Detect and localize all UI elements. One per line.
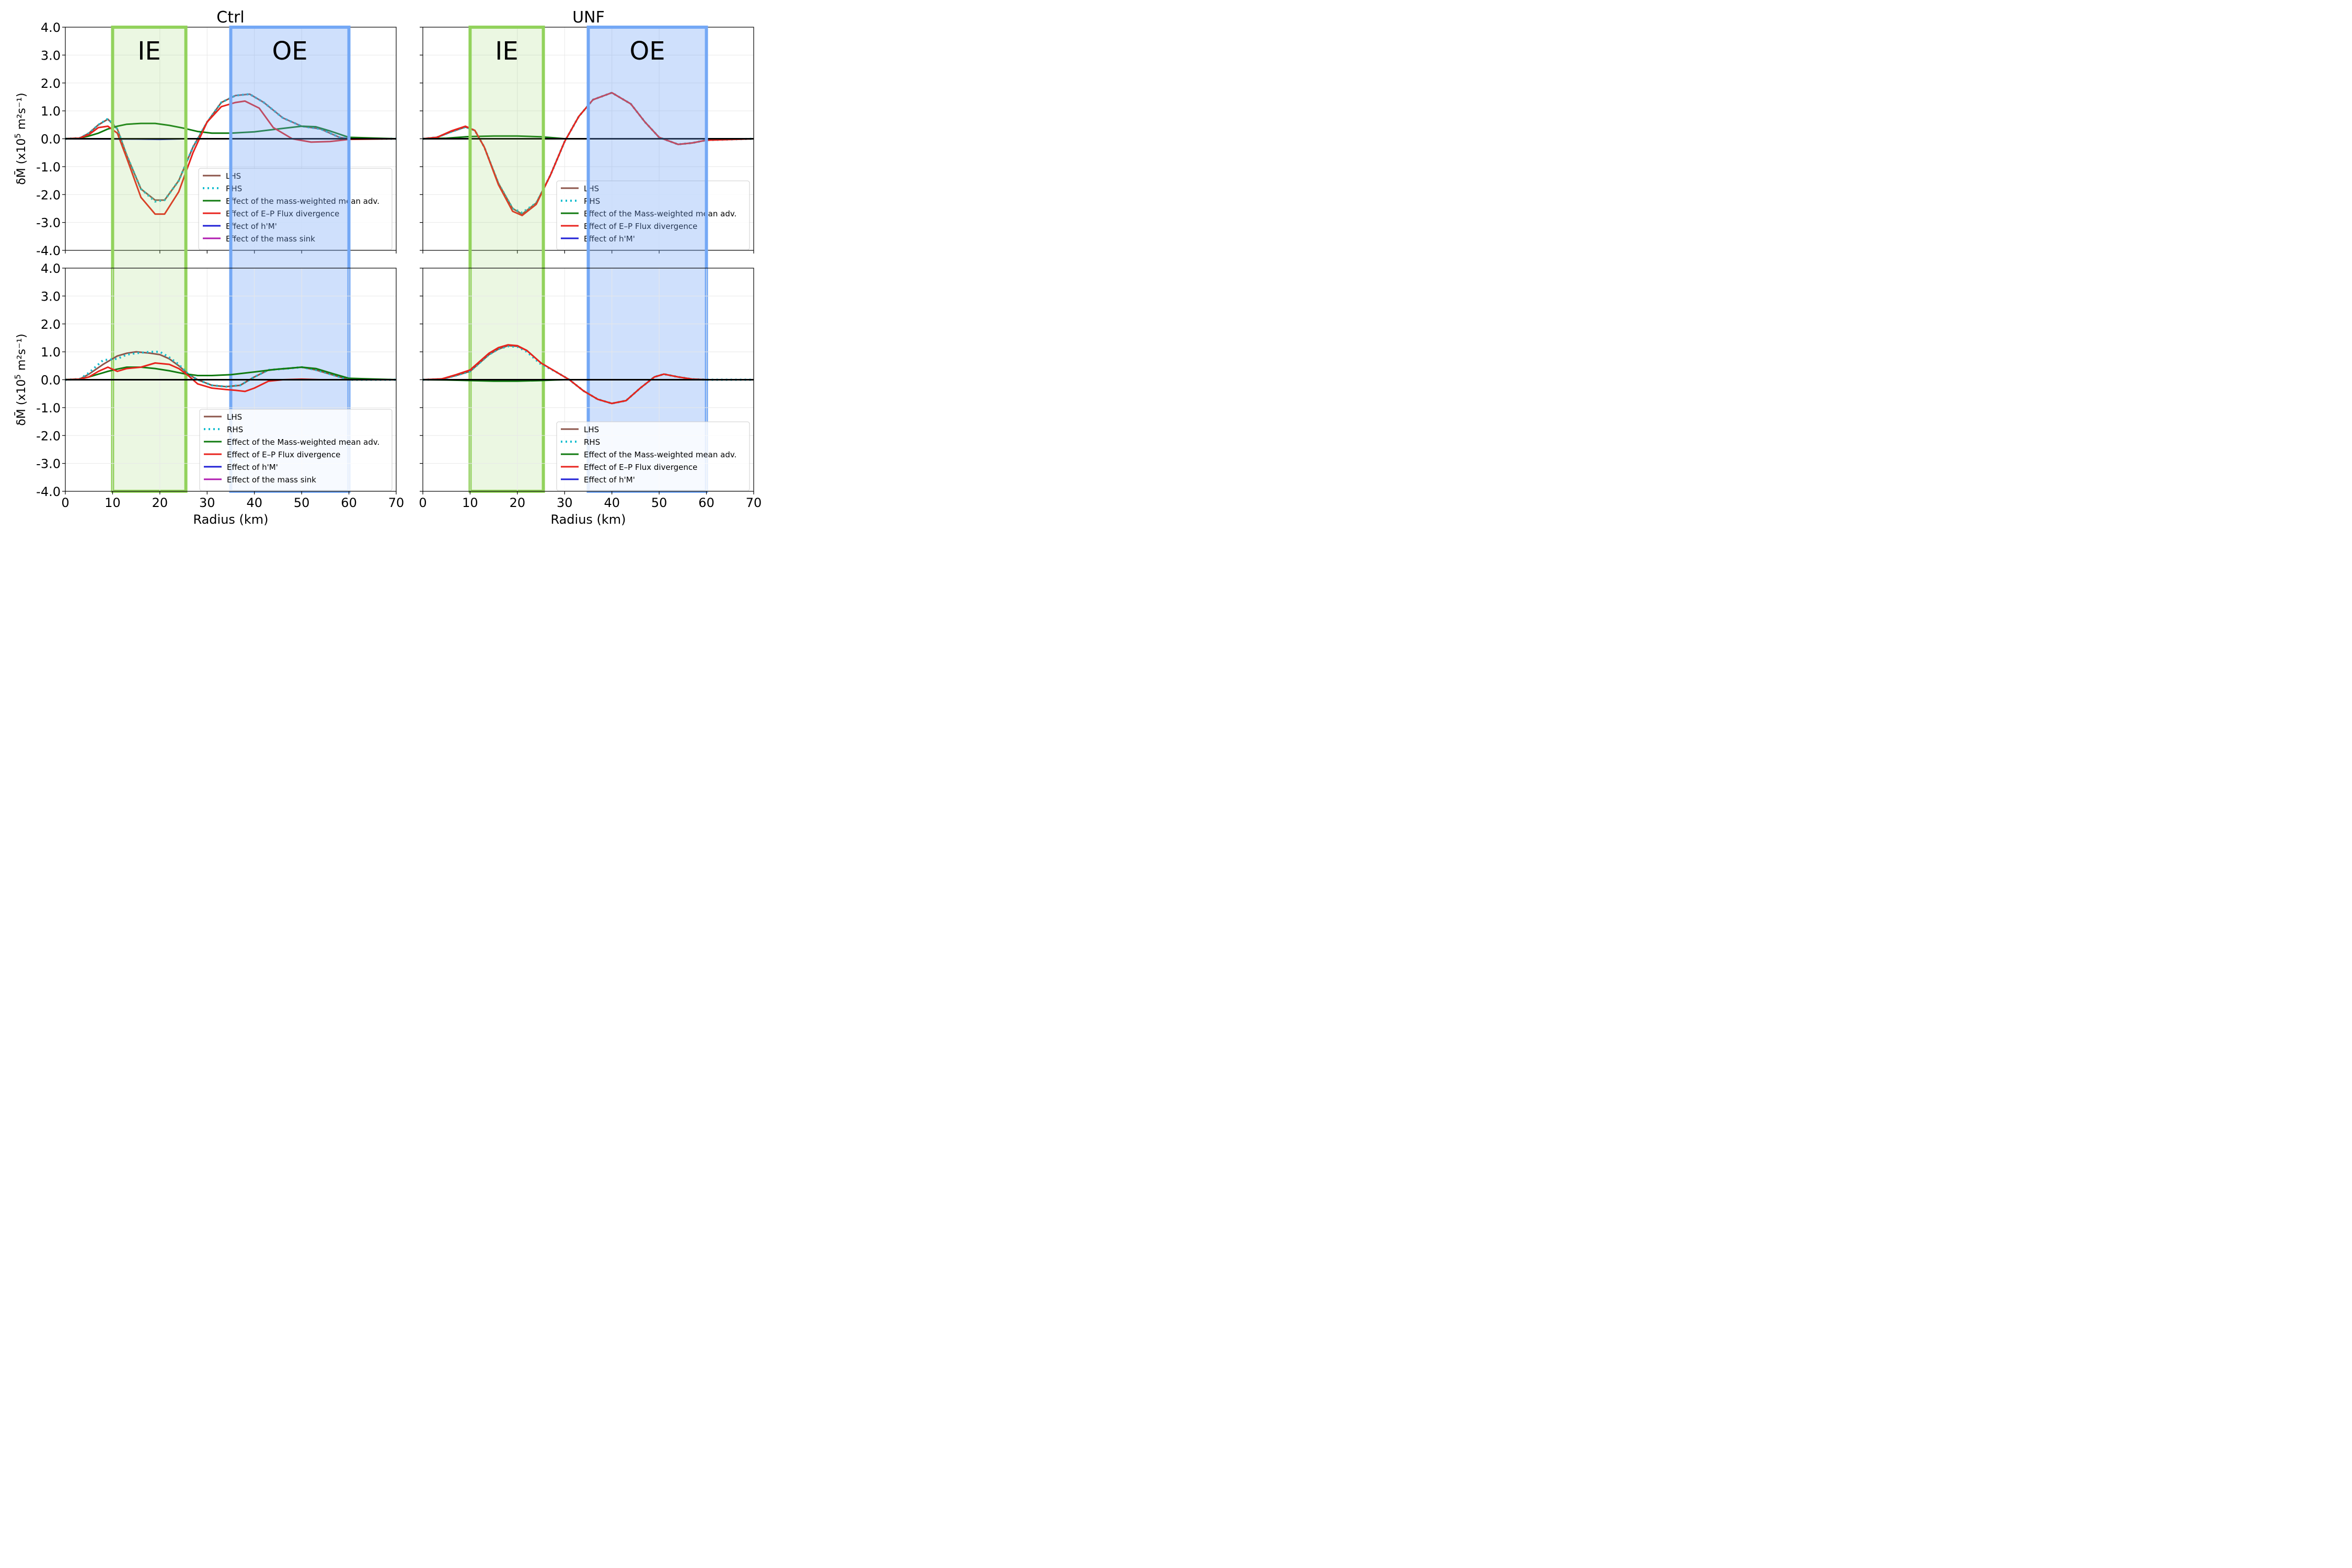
ie-label: IE xyxy=(495,37,518,66)
x-axis-label: Radius (km) xyxy=(193,512,268,527)
panels: 4.0 3.0 2.0 1.0 0.0 -1.0 -2.0 -3.0 -4.0 δM̄ (x105… xyxy=(13,20,762,527)
y-tick-label: 0.0 xyxy=(41,132,61,147)
legend-box xyxy=(556,421,750,491)
legend-box xyxy=(556,180,750,250)
series-line xyxy=(65,100,396,215)
y-tick-label: -2.0 xyxy=(36,429,61,443)
y-tick-label: -3.0 xyxy=(36,216,61,230)
series-line xyxy=(65,366,396,381)
panel-3: 0 10 20 30 40 50 60 70 4.0 3.0 2.0 1.0 0.0 -1.0 -2.0 -3… xyxy=(13,261,404,527)
y-tick-label: -2.0 xyxy=(36,188,61,202)
legend-label: Effect of the mass sink xyxy=(227,475,316,485)
col-title-unf: UNF xyxy=(572,8,605,27)
x-tick-label: 70 xyxy=(388,495,405,510)
x-tick-label: 50 xyxy=(651,495,667,510)
figure: Ctrl UNF 4.0 3.0 2.0 1.0 0.0 -1.0 -2.0 -3.0 -4.0… xyxy=(13,8,762,527)
legend-label: Effect of E–P Flux divergence xyxy=(584,222,697,231)
legend-label: RHS xyxy=(584,437,600,447)
x-tick-label: 60 xyxy=(341,495,357,510)
y-tick-label: 1.0 xyxy=(41,345,61,360)
legend-label: LHS xyxy=(584,425,599,434)
x-tick-label: 0 xyxy=(61,495,69,510)
y-tick-label: 4.0 xyxy=(41,261,61,276)
ie-region xyxy=(111,26,188,493)
legend-label: Effect of E–P Flux divergence xyxy=(227,450,340,459)
legend-label: LHS xyxy=(227,412,242,422)
y-tick-label: 2.0 xyxy=(41,317,61,332)
y-axis-label: δM̄ (x105 m²s⁻¹) xyxy=(13,93,28,185)
legend-label: Effect of the mass-weighted mean adv. xyxy=(226,197,379,206)
panel-4: 0 10 20 30 40 50 60 70 Radius (km) LHS RHS Effect o… xyxy=(419,268,762,527)
legend-label: Effect of h'M' xyxy=(227,463,278,472)
x-tick-label: 30 xyxy=(199,495,215,510)
col-title-ctrl: Ctrl xyxy=(216,8,244,27)
x-tick-label: 50 xyxy=(294,495,310,510)
ie-region xyxy=(468,26,545,493)
y-tick-label: -1.0 xyxy=(36,401,61,416)
legend-label: Effect of the mass sink xyxy=(226,234,315,244)
y-tick-label: 3.0 xyxy=(41,289,61,304)
legend-label: Effect of h'M' xyxy=(584,234,635,244)
y-tick-label: -3.0 xyxy=(36,457,61,471)
legend-label: Effect of E–P Flux divergence xyxy=(226,209,339,218)
panel-2: LHS RHS Effect of the Mass-weighted mean a… xyxy=(420,26,754,493)
series-line xyxy=(423,344,754,405)
x-axis-label: Radius (km) xyxy=(550,512,626,527)
legend-box xyxy=(199,409,393,491)
y-tick-label: 2.0 xyxy=(41,76,61,91)
x-tick-label: 30 xyxy=(557,495,573,510)
legend-label: Effect of E–P Flux divergence xyxy=(584,463,697,472)
legend-label: Effect of the Mass-weighted mean adv. xyxy=(584,450,736,459)
oe-label: OE xyxy=(629,37,665,66)
legend-label: Effect of h'M' xyxy=(584,475,635,485)
legend-box xyxy=(198,168,393,250)
x-tick-label: 0 xyxy=(419,495,426,510)
x-tick-label: 40 xyxy=(604,495,620,510)
oe-label: OE xyxy=(272,37,307,66)
legend-label: RHS xyxy=(227,425,243,434)
x-tick-label: 60 xyxy=(698,495,714,510)
y-tick-label: 4.0 xyxy=(41,20,61,35)
x-tick-label: 70 xyxy=(746,495,762,510)
y-tick-label: 0.0 xyxy=(41,373,61,388)
legend-label: Effect of h'M' xyxy=(226,222,277,231)
x-tick-label: 20 xyxy=(510,495,526,510)
x-tick-label: 10 xyxy=(105,495,121,510)
legend-label: Effect of the Mass-weighted mean adv. xyxy=(584,209,736,218)
x-tick-label: 40 xyxy=(246,495,262,510)
x-tick-label: 10 xyxy=(462,495,478,510)
ie-label: IE xyxy=(137,37,160,66)
y-axis-label: δM̄ (x105 m²s⁻¹) xyxy=(13,333,28,425)
x-tick-label: 20 xyxy=(152,495,168,510)
y-tick-label: 3.0 xyxy=(41,48,61,63)
y-tick-label: -4.0 xyxy=(36,485,61,499)
series-line xyxy=(65,122,396,140)
legend-label: Effect of the Mass-weighted mean adv. xyxy=(227,437,379,447)
y-tick-label: -1.0 xyxy=(36,160,61,175)
y-tick-label: 1.0 xyxy=(41,104,61,119)
y-tick-label: -4.0 xyxy=(36,244,61,258)
